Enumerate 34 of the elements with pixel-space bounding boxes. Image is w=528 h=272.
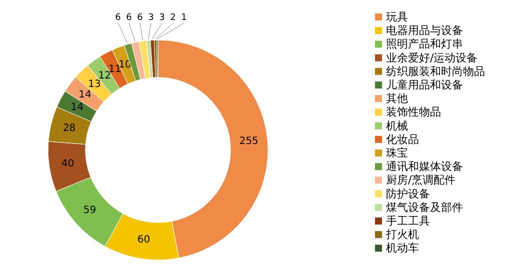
data-label: 6 [137,13,144,23]
data-label: 14 [70,102,84,114]
legend-label: 防护设备 [386,187,430,200]
data-label: 40 [61,158,74,170]
data-label: 11 [108,64,122,76]
legend-label: 玩具 [386,10,408,24]
legend-label: 照明产品和灯串 [386,38,463,51]
legend-label: 机械 [386,119,408,132]
data-label: 3 [159,13,165,23]
legend-label: 业余爱好/运动设备 [386,51,478,64]
legend-label: 纺织服装和时尚物品 [386,64,485,78]
legend-label: 装饰性物品 [386,106,441,119]
data-label: 59 [83,205,96,216]
data-label: 60 [137,234,150,246]
legend-label: 通讯和媒体设备 [386,160,463,174]
legend-label: 厨房/烹调配件 [386,174,456,187]
data-label: 13 [88,78,101,90]
data-label: 6 [126,13,132,23]
data-label: 3 [148,13,154,23]
legend-label: 珠宝 [386,146,408,160]
legend-label: 煤气设备及部件 [386,200,463,214]
legend-label: 电器用品与设备 [386,24,463,38]
legend-label: 打火机 [385,228,419,242]
legend-label: 其他 [386,92,408,106]
legend-label: 机动车 [386,242,419,255]
data-label: 255 [239,136,258,147]
data-label: 6 [115,13,122,23]
data-label: 2 [170,13,176,23]
legend-label: 化妆品 [386,132,419,146]
data-label: 28 [62,122,76,134]
legend-label: 儿童用品和设备 [386,78,463,92]
data-label: 1 [181,13,187,23]
legend-label: 手工工具 [386,214,430,228]
data-label: 14 [78,90,92,101]
